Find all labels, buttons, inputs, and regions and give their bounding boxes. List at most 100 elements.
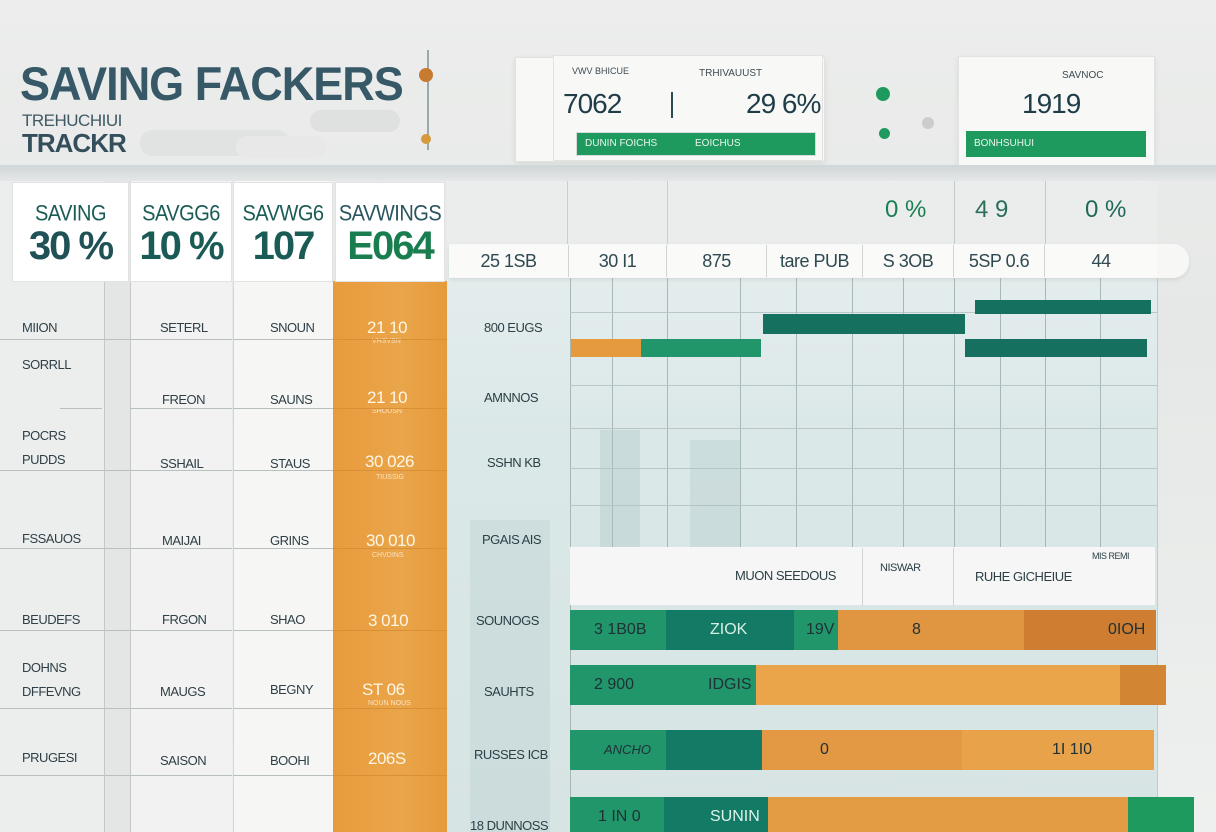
timeline-bar[interactable] bbox=[975, 300, 1151, 314]
grid-row-label: SAUHTS bbox=[484, 684, 534, 699]
cell-col4-note: VHSVSN bbox=[372, 338, 401, 345]
highlight-column bbox=[333, 281, 447, 832]
timeline-bar[interactable] bbox=[641, 339, 761, 357]
kpi-divider bbox=[671, 92, 673, 118]
summary-header-3[interactable]: SAVWG6 107 bbox=[233, 182, 333, 282]
cell-col4-note: NOUN NOUS bbox=[368, 700, 411, 707]
grid-row-label: SSHN KB bbox=[487, 455, 541, 470]
cell-col4-note: SHOUSN bbox=[372, 408, 402, 415]
row-label: FSSAUOS bbox=[22, 531, 81, 546]
grid-row-label: 18 DUNNOSS bbox=[470, 818, 549, 832]
kpi-small-value: 1919 bbox=[1022, 88, 1081, 119]
timeline-bar[interactable] bbox=[965, 339, 1147, 357]
summary-header-1[interactable]: SAVING 30 % bbox=[12, 182, 129, 282]
cell-col3: SAUNS bbox=[270, 392, 313, 407]
progress-bar-segment[interactable]: 2 900 bbox=[570, 665, 658, 705]
progress-bar-segment[interactable]: 0 bbox=[762, 730, 962, 770]
kpi-label-left: VWV BHICUE bbox=[572, 66, 630, 76]
kpi-value-left: 7062 bbox=[563, 88, 622, 119]
section-header-label: MIS REMI bbox=[1092, 551, 1130, 561]
cell-col3: BEGNY bbox=[270, 682, 314, 697]
progress-bar-segment[interactable]: ZIOK bbox=[666, 610, 794, 650]
green-dot-icon bbox=[879, 128, 890, 139]
grid-header-cell[interactable]: S 3OB bbox=[863, 245, 954, 277]
row-label: PRUGESI bbox=[22, 750, 78, 765]
grid-row-label: RUSSES ICB bbox=[474, 747, 548, 762]
timeline-grid bbox=[447, 181, 1157, 832]
kpi-progress-right: EOICHUS bbox=[687, 133, 815, 155]
grid-row-label: PGAIS AIS bbox=[482, 532, 542, 547]
kpi-small-label: SAVNOC bbox=[1062, 70, 1104, 81]
orange-dot-icon bbox=[419, 68, 433, 82]
section-header-label: MUON SEEDOUS bbox=[735, 568, 836, 583]
cell-col3: SHAO bbox=[270, 612, 305, 627]
cell-col2: FREON bbox=[162, 392, 206, 407]
app-subtitle-small: TREHUCHIUI bbox=[22, 111, 122, 130]
row-label: PUDDS bbox=[22, 452, 66, 467]
cell-col4-note: TIUSSIG bbox=[376, 474, 405, 481]
header-divider bbox=[0, 165, 1216, 181]
grid-row-label: AMNNOS bbox=[484, 390, 539, 405]
progress-bar-segment[interactable]: 1 IN 0 bbox=[570, 797, 664, 832]
kpi-label-right: TRHIVAUUST bbox=[699, 68, 763, 79]
progress-bar-segment[interactable]: 19V bbox=[794, 610, 838, 650]
grid-top-stat: 0 % bbox=[1085, 196, 1127, 223]
grid-header-cell[interactable]: 875 bbox=[667, 245, 767, 277]
summary-header-2[interactable]: SAVGG6 10 % bbox=[130, 182, 232, 282]
app-subtitle-large: TRACKR bbox=[22, 128, 127, 158]
section-header-label: RUHE GICHEIUE bbox=[975, 569, 1072, 584]
cell-col4: 30 026 bbox=[365, 452, 415, 471]
progress-bar-segment[interactable]: 0IOH bbox=[1024, 610, 1156, 650]
timeline-bar[interactable] bbox=[571, 339, 641, 357]
grid-header-cell[interactable]: 25 1SB bbox=[449, 245, 569, 277]
cell-col4: 21 10 bbox=[367, 318, 408, 337]
decor-sun-icon bbox=[427, 50, 429, 150]
cell-col3: SNOUN bbox=[270, 320, 315, 335]
timeline-bar[interactable] bbox=[763, 314, 965, 334]
cell-col2: SAISON bbox=[160, 753, 207, 768]
cell-col2: MAUGS bbox=[160, 684, 206, 699]
kpi-small-progress: BONHSUHUI bbox=[966, 131, 1146, 157]
cell-col2: SETERL bbox=[160, 320, 208, 335]
progress-bar-segment[interactable]: SUNIN bbox=[664, 797, 768, 832]
section-header-label: NISWAR bbox=[880, 562, 921, 574]
grid-top-stat: 0 % bbox=[885, 196, 927, 223]
row-label: BEUDEFS bbox=[22, 612, 80, 627]
grid-header-cell[interactable]: 5SP 0.6 bbox=[954, 245, 1045, 277]
row-label: DOHNS bbox=[22, 660, 67, 675]
progress-bar-segment[interactable]: 8 bbox=[838, 610, 1024, 650]
cell-col3: BOOHI bbox=[270, 753, 310, 768]
summary-header-4[interactable]: SAVWINGS E064 bbox=[335, 182, 445, 282]
grid-top-stat: 4 9 bbox=[975, 196, 1009, 223]
app-title: SAVING FACKERS bbox=[20, 56, 404, 111]
cell-col4: 21 10 bbox=[367, 388, 408, 407]
cell-col2: FRGON bbox=[162, 612, 207, 627]
kpi-value-right: 29 6% bbox=[746, 88, 821, 119]
row-label: DFFEVNG bbox=[22, 684, 81, 699]
grid-header-cell[interactable]: tare PUB bbox=[767, 245, 863, 277]
cell-col4: 3 010 bbox=[368, 611, 409, 630]
row-label: MIION bbox=[22, 320, 58, 335]
cell-col4: 206S bbox=[368, 749, 406, 768]
progress-bar-segment[interactable]: 3 1B0B bbox=[570, 610, 666, 650]
cell-col2: MAIJAI bbox=[162, 533, 201, 548]
cell-col3: STAUS bbox=[270, 456, 310, 471]
row-label: SORRLL bbox=[22, 357, 72, 372]
grid-header-cell[interactable]: 44 bbox=[1045, 245, 1157, 277]
green-dot-icon bbox=[876, 87, 890, 101]
cell-col3: GRINS bbox=[270, 533, 309, 548]
grid-header-cell[interactable]: 30 I1 bbox=[569, 245, 667, 277]
progress-bar-segment[interactable]: ANCHO bbox=[570, 730, 666, 770]
grid-row-label: 800 EUGS bbox=[484, 320, 543, 335]
progress-bar-segment[interactable]: 1I 1I0 bbox=[962, 730, 1154, 770]
cell-col4: 30 010 bbox=[366, 531, 416, 550]
cell-col4: ST 06 bbox=[362, 680, 405, 699]
row-label: POCRS bbox=[22, 428, 66, 443]
grey-dot-icon bbox=[922, 117, 934, 129]
cell-col2: SSHAIL bbox=[160, 456, 204, 471]
progress-bar-segment[interactable]: IDGIS bbox=[658, 665, 756, 705]
grid-row-label: SOUNOGS bbox=[476, 613, 539, 628]
orange-dot-icon bbox=[421, 134, 431, 144]
cell-col4-note: CHVDINS bbox=[372, 552, 404, 559]
kpi-progress-left: DUNIN FOICHS bbox=[577, 133, 687, 155]
